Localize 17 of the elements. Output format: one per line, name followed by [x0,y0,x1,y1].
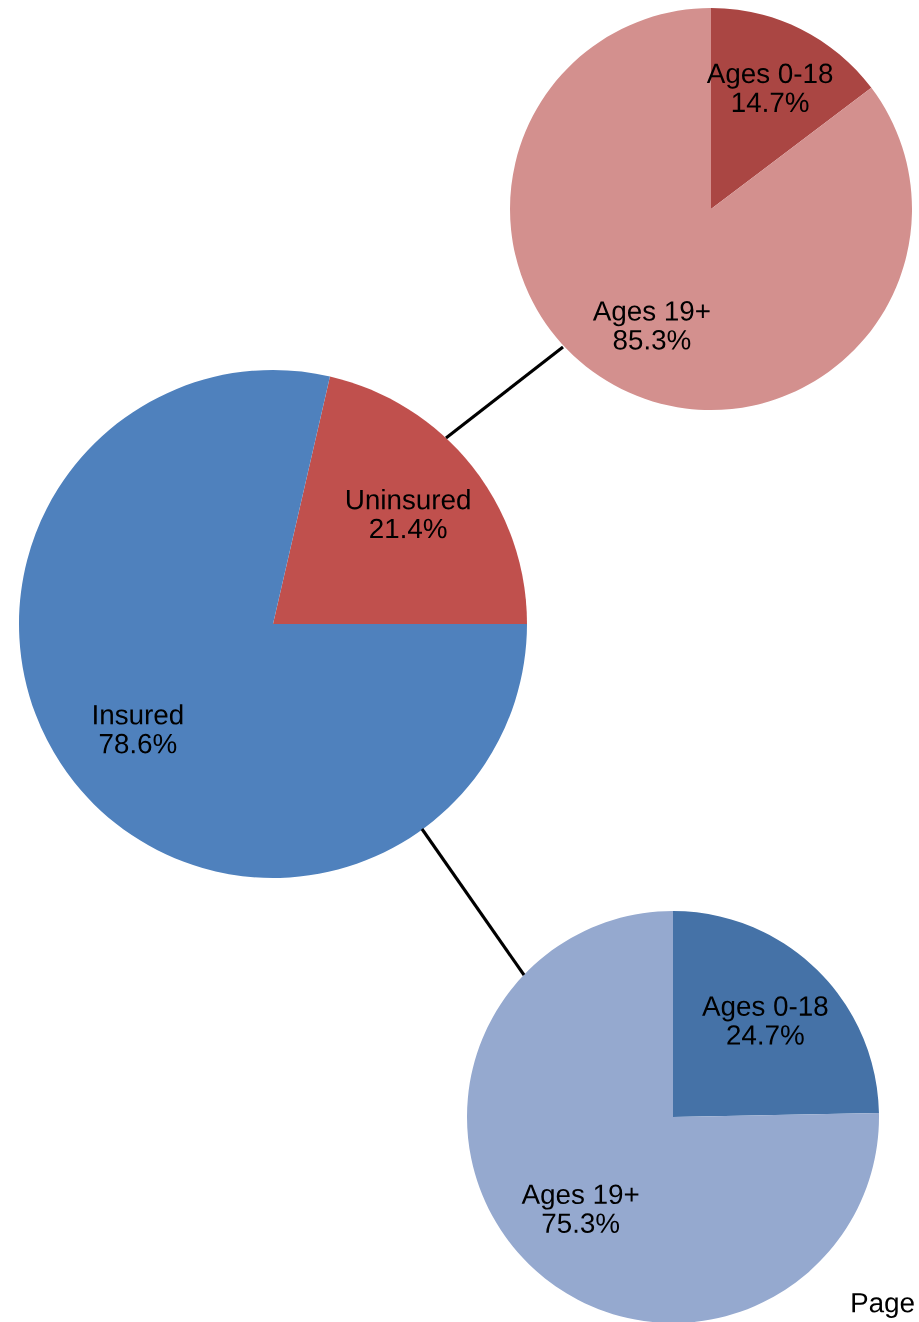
data-label: 21.4% [370,518,447,539]
data-label: 75.3% [542,1213,620,1234]
data-label: 24.7% [727,1025,804,1045]
slice-label: Ages 0-18 [702,996,828,1022]
text: Page [852,1293,914,1318]
slice-label: Ages 19+ [592,301,710,327]
slice-label: Uninsured [346,489,470,510]
pie-slice [510,8,912,410]
data-label: 14.7% [732,92,809,113]
data-label: 85.3% [613,330,691,350]
data-label: 78.6% [99,733,177,754]
slice-label: Ages 19+ [521,1184,639,1210]
pie-slice [673,911,879,1117]
pie-slice [19,370,527,878]
slice-label: Insured [94,704,183,725]
slice-label: Ages 0-18 [706,63,833,89]
pie-slice [273,376,527,624]
